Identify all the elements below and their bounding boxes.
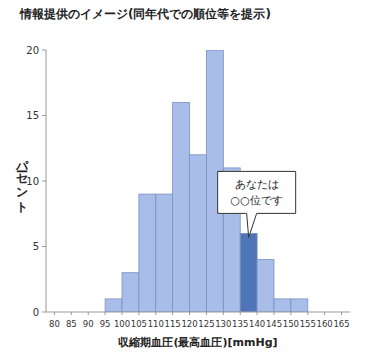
x-tick (341, 312, 342, 315)
histogram-bar (274, 299, 291, 312)
x-tick-label: 135 (232, 319, 248, 329)
x-tick-label: 80 (49, 319, 60, 329)
histogram-bar (173, 102, 190, 312)
y-tick-label: 10 (26, 176, 39, 187)
y-tick-label: 15 (26, 110, 39, 121)
x-axis-line (46, 312, 350, 313)
histogram-bar (190, 155, 207, 312)
y-tick (42, 312, 46, 313)
x-tick-label: 115 (165, 319, 181, 329)
title: 情報提供のイメージ(同年代での順位等を提示) (19, 7, 271, 21)
x-tick (138, 312, 139, 315)
x-tick-label: 160 (317, 319, 333, 329)
x-tick (274, 312, 275, 315)
y-tick (42, 246, 46, 247)
x-tick (189, 312, 190, 315)
x-tick-label: 145 (266, 319, 282, 329)
x-tick-label: 150 (283, 319, 299, 329)
x-tick (206, 312, 207, 315)
x-tick-label: 140 (249, 319, 265, 329)
x-tick (290, 312, 291, 315)
x-tick (240, 312, 241, 315)
x-tick (105, 312, 106, 315)
callout-box (218, 171, 296, 237)
x-tick (307, 312, 308, 315)
histogram-bar (139, 194, 156, 312)
x-tick-label: 95 (100, 319, 111, 329)
x-tick-label: 110 (148, 319, 164, 329)
x-tick (324, 312, 325, 315)
y-tick (42, 181, 46, 182)
y-tick (42, 115, 46, 116)
x-tick-label: 100 (114, 319, 130, 329)
histogram-bar (156, 194, 173, 312)
x-tick (223, 312, 224, 315)
x-tick (71, 312, 72, 315)
histogram-bar (240, 233, 257, 312)
y-tick (42, 50, 46, 51)
x-tick-label: 90 (83, 319, 94, 329)
x-tick (155, 312, 156, 315)
histogram-bar (291, 299, 308, 312)
bars (105, 50, 308, 312)
annotation: あなたは (235, 178, 279, 191)
x-tick (54, 312, 55, 315)
y-tick-label: 5 (33, 241, 39, 252)
y-tick-label: 20 (26, 45, 39, 56)
x-tick (122, 312, 123, 315)
histogram-bar (122, 273, 139, 312)
x-tick-label: 85 (66, 319, 77, 329)
histogram-bar (257, 260, 274, 312)
x-axis-label: 収縮期血圧(最高血圧)[mmHg] (118, 336, 277, 349)
x-tick-label: 165 (333, 319, 349, 329)
x-tick (257, 312, 258, 315)
x-tick-label: 155 (300, 319, 316, 329)
x-tick (172, 312, 173, 315)
chart-container: 情報提供のイメージ(同年代での順位等を提示)パーセント0510152080859… (0, 0, 380, 360)
histogram-bar (105, 299, 122, 312)
x-tick (88, 312, 89, 315)
annotation: ○○位です (231, 194, 283, 207)
x-tick-label: 130 (215, 319, 231, 329)
x-tick-label: 120 (181, 319, 197, 329)
x-tick-label: 105 (131, 319, 147, 329)
chart-svg: 情報提供のイメージ(同年代での順位等を提示)パーセント0510152080859… (0, 0, 380, 360)
y-tick-label: 0 (33, 307, 39, 318)
x-tick-label: 125 (198, 319, 214, 329)
